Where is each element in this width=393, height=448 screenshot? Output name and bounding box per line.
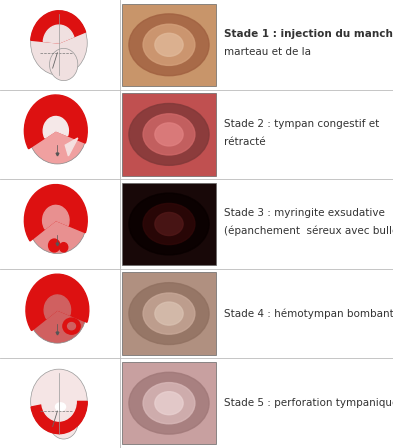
Circle shape [49,239,60,252]
Text: (épanchement  séreux avec bulles): (épanchement séreux avec bulles) [224,226,393,237]
Wedge shape [43,116,68,138]
Ellipse shape [28,280,86,343]
Text: Stade 5 : perforation tympanique: Stade 5 : perforation tympanique [224,398,393,408]
Ellipse shape [155,123,183,146]
Ellipse shape [155,212,183,236]
Ellipse shape [143,203,195,245]
Wedge shape [44,295,71,319]
Text: Stade 1 : injection du manche du: Stade 1 : injection du manche du [224,29,393,39]
Wedge shape [42,205,69,229]
FancyBboxPatch shape [122,4,216,86]
Circle shape [50,48,78,81]
Ellipse shape [143,293,195,334]
Circle shape [50,407,78,439]
Ellipse shape [143,383,195,424]
Ellipse shape [129,193,209,255]
Text: marteau et de la: marteau et de la [224,47,314,57]
Circle shape [42,382,76,421]
Ellipse shape [63,318,80,334]
Ellipse shape [68,323,75,330]
Wedge shape [31,11,86,43]
Ellipse shape [155,302,183,325]
FancyBboxPatch shape [122,272,216,355]
FancyBboxPatch shape [122,362,216,444]
Ellipse shape [28,101,86,164]
Text: Stade 3 : myringite exsudative: Stade 3 : myringite exsudative [224,208,385,218]
Ellipse shape [28,191,86,254]
FancyBboxPatch shape [122,183,216,265]
Circle shape [31,369,87,434]
Ellipse shape [129,103,209,165]
Ellipse shape [129,372,209,434]
Wedge shape [43,25,74,43]
Text: Stade 2 : tympan congestif et: Stade 2 : tympan congestif et [224,119,379,129]
Text: Stade 4 : hémotympan bombant: Stade 4 : hémotympan bombant [224,308,393,319]
Wedge shape [26,274,89,331]
Wedge shape [31,401,87,434]
Ellipse shape [55,403,66,411]
Ellipse shape [155,392,183,415]
Wedge shape [24,95,87,149]
Ellipse shape [129,14,209,76]
Ellipse shape [143,114,195,155]
Circle shape [60,243,68,252]
Wedge shape [24,185,87,241]
FancyBboxPatch shape [122,93,216,176]
Polygon shape [65,138,78,156]
Ellipse shape [129,283,209,345]
Ellipse shape [155,33,183,56]
Circle shape [31,11,87,75]
Text: rétracté: rétracté [224,137,266,146]
Ellipse shape [143,24,195,65]
